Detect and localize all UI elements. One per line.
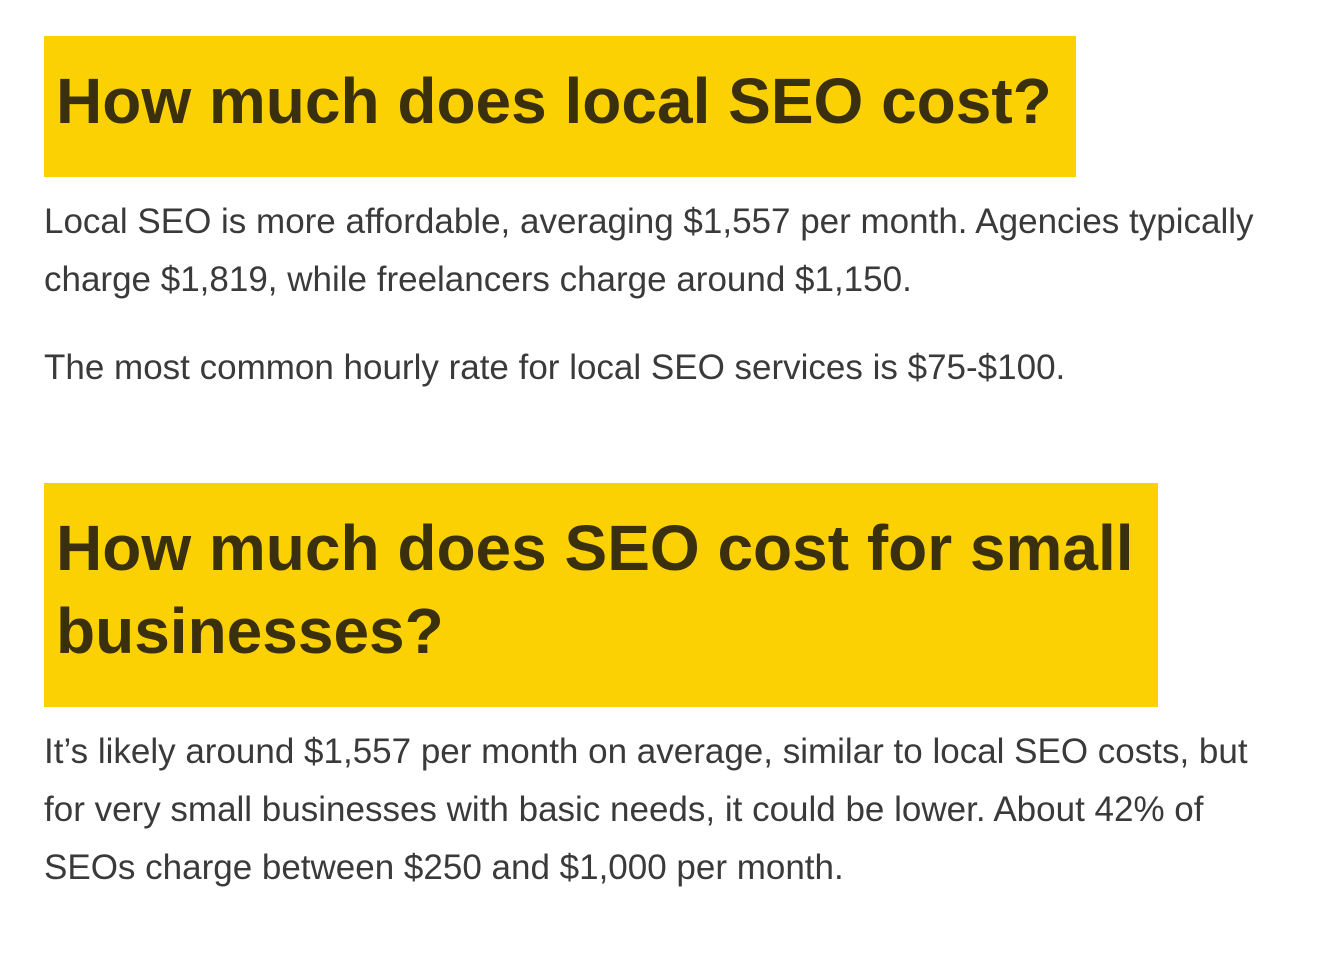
section-heading-small-business-seo-cost: How much does SEO cost for small busines… [44,483,1158,707]
faq-section-local-seo-cost: How much does local SEO cost? Local SEO … [44,36,1326,397]
paragraph-small-business-seo-average: It’s likely around $1,557 per month on a… [44,732,1248,887]
faq-section-small-business-seo-cost: How much does SEO cost for small busines… [44,427,1326,897]
paragraph-local-seo-average: Local SEO is more affordable, averaging … [44,202,1254,299]
paragraph-local-seo-hourly-rate: The most common hourly rate for local SE… [44,348,1066,387]
article-content: How much does local SEO cost? Local SEO … [44,36,1326,897]
section-heading-local-seo-cost: How much does local SEO cost? [44,36,1076,177]
